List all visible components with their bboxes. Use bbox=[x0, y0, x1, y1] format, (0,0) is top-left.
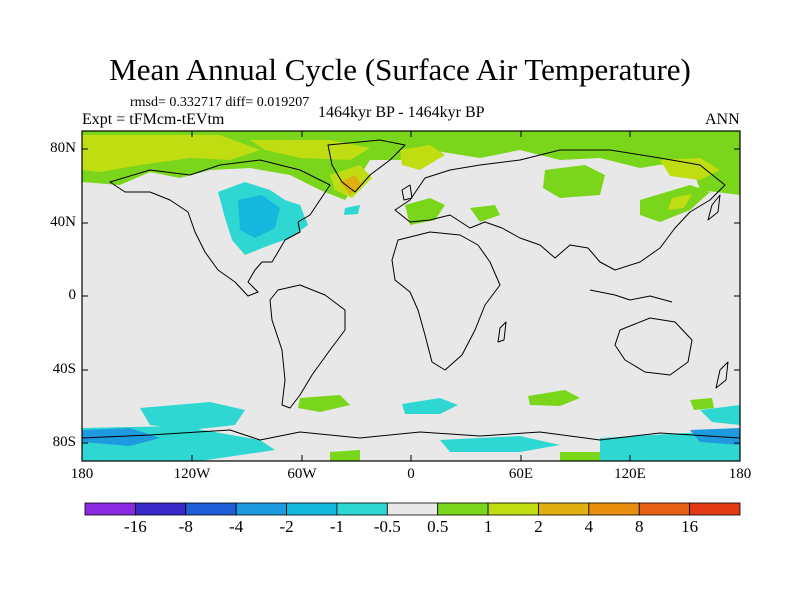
anomaly-greenland-orange bbox=[340, 175, 362, 195]
anomaly-antarctic-blue-west bbox=[82, 428, 160, 446]
anomaly-northamerica-cool-core bbox=[238, 195, 280, 238]
colorbar-tick-label: -2 bbox=[279, 517, 294, 536]
lat-tick-label: 80N bbox=[50, 140, 76, 156]
colorbar-tick-label: -8 bbox=[178, 517, 193, 536]
anomaly-siberia-blob bbox=[543, 165, 605, 198]
colorbar-tick-label: 4 bbox=[584, 517, 594, 536]
coast-antarctica bbox=[82, 429, 740, 441]
anomaly-southern-cool-atlantic bbox=[402, 398, 458, 414]
colorbar-tick-label: -1 bbox=[329, 517, 344, 536]
anomaly-southern-warm-east bbox=[690, 398, 714, 410]
season-label: ANN bbox=[705, 111, 740, 128]
colorbar-tick-label: 16 bbox=[681, 517, 699, 536]
map-field bbox=[82, 131, 740, 461]
stats-label: rmsd= 0.332717 diff= 0.019207 bbox=[130, 95, 310, 110]
colorbar-swatch bbox=[134, 502, 187, 516]
coast-australia bbox=[614, 317, 693, 376]
colorbar-swatch bbox=[689, 502, 741, 516]
coast-indonesia bbox=[589, 289, 673, 303]
anomaly-atlantic-cool bbox=[344, 205, 360, 215]
anomaly-southern-cool-pacific bbox=[140, 402, 245, 430]
colorbar-tick-label: -4 bbox=[229, 517, 244, 536]
anomaly-southern-warm-atlantic bbox=[298, 395, 350, 412]
experiment-label: Expt = tFMcm-tEVtm bbox=[82, 111, 225, 128]
colorbar-swatch bbox=[437, 502, 489, 516]
colorbar-swatch bbox=[487, 502, 539, 516]
colorbar-swatch bbox=[588, 502, 640, 516]
anomaly-antarctic-warm-mid bbox=[330, 450, 360, 461]
colorbar-swatch bbox=[185, 502, 237, 516]
coastlines bbox=[82, 139, 740, 441]
coast-british-isles bbox=[401, 184, 413, 201]
colorbar bbox=[84, 502, 741, 516]
lon-tick-label: 120E bbox=[614, 466, 646, 482]
colorbar-swatch bbox=[286, 502, 338, 516]
lon-tick-label: 0 bbox=[407, 466, 415, 482]
lat-tick-label: 80S bbox=[52, 434, 76, 450]
anomaly-arctic-yellow2 bbox=[250, 140, 370, 160]
colorbar-swatch bbox=[235, 502, 287, 516]
coast-eurasia bbox=[394, 149, 726, 271]
lon-tick-label: 60E bbox=[508, 466, 534, 482]
anomaly-antarctic-warm-east bbox=[560, 452, 600, 461]
lon-tick-label: 60W bbox=[287, 466, 317, 482]
coast-greenland bbox=[327, 139, 406, 193]
colorbar-tick-label: 8 bbox=[634, 517, 644, 536]
colorbar-swatch bbox=[638, 502, 691, 516]
anomaly-eastasia-yellow bbox=[668, 194, 692, 210]
coast-africa bbox=[391, 231, 501, 371]
lat-tick-label: 40N bbox=[50, 214, 76, 230]
colorbar-swatch bbox=[336, 502, 388, 516]
coast-new-zealand bbox=[715, 361, 729, 389]
map-title: Mean Annual Cycle (Surface Air Temperatu… bbox=[109, 52, 691, 87]
lat-tick-label: 40S bbox=[52, 361, 76, 377]
period-label: 1464kyr BP - 1464kyr BP bbox=[318, 104, 485, 121]
lon-tick-label: 120W bbox=[173, 466, 211, 482]
anomaly-scandinavia-yellow bbox=[400, 145, 445, 170]
coast-south-america bbox=[269, 284, 346, 409]
anomaly-arctic-yellow1 bbox=[82, 135, 260, 172]
colorbar-swatch bbox=[538, 502, 590, 516]
colorbar-tick-label: 0.5 bbox=[427, 517, 449, 536]
lat-tick-label: 0 bbox=[68, 287, 77, 303]
anomaly-southern-warm-indian bbox=[528, 390, 580, 406]
coast-japan bbox=[707, 194, 721, 221]
colorbar-tick-label: 2 bbox=[534, 517, 543, 536]
colorbar-tick-label: -16 bbox=[124, 517, 147, 536]
lon-tick-label: 180 bbox=[70, 466, 94, 482]
lon-tick-label: 180 bbox=[728, 466, 752, 482]
colorbar-swatch bbox=[84, 502, 136, 516]
anomaly-caspian-blob bbox=[470, 205, 500, 222]
coast-madagascar bbox=[497, 321, 507, 343]
colorbar-tick-label: 1 bbox=[483, 517, 493, 536]
anomaly-southern-cool-east bbox=[700, 405, 740, 425]
anomaly-alaska-yellow bbox=[660, 158, 720, 180]
colorbar-tick-label: -0.5 bbox=[373, 517, 401, 536]
coast-north-america bbox=[109, 159, 331, 297]
axis-ticks bbox=[81, 131, 741, 461]
anomaly-antarctic-cool-mid bbox=[440, 436, 560, 452]
colorbar-swatch bbox=[386, 502, 439, 516]
